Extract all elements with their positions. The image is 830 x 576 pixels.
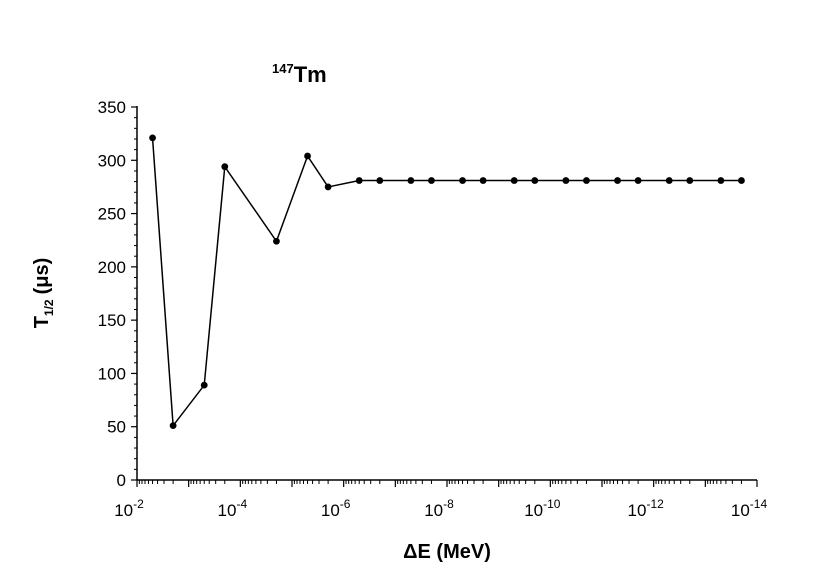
x-tick-label: 10-8 [424, 497, 454, 520]
series-line [151, 137, 742, 428]
data-point [510, 177, 518, 184]
data-point [665, 177, 673, 184]
y-tick-label: 50 [107, 418, 126, 437]
y-axis-title-main: T [31, 316, 53, 328]
data-point [428, 177, 435, 184]
data-point [479, 177, 487, 184]
x-tick-label: 10-10 [524, 497, 561, 520]
data-point [200, 381, 208, 389]
y-tick-label: 100 [98, 364, 126, 383]
y-ticks: 0 50 100 150 200 250 300 350 [98, 98, 137, 490]
data-point [686, 177, 694, 184]
data-point [614, 177, 621, 184]
chart-title: 147Tm [272, 61, 327, 87]
data-point [304, 152, 311, 160]
y-tick-label: 250 [98, 205, 126, 224]
x-ticks: 10-2 10-4 10-6 10-8 10-10 10-12 10-14 [114, 480, 767, 520]
svg-text:T1/2(μs): T1/2 (μs) [31, 258, 56, 329]
data-point [221, 163, 229, 171]
data-point [531, 177, 539, 184]
data-point [634, 177, 642, 184]
data-point [583, 177, 590, 184]
data-point [717, 177, 725, 184]
x-tick-label: 10-2 [114, 497, 144, 520]
y-axis-title: T1/2 (μs) [31, 258, 56, 329]
data-point [169, 422, 177, 430]
title-main: Tm [294, 62, 327, 87]
data-point [459, 177, 466, 184]
y-tick-label: 150 [98, 311, 126, 330]
y-axis-title-subscript: 1/2 [42, 299, 56, 316]
data-point [273, 237, 280, 245]
y-tick-label: 200 [98, 258, 126, 277]
axes [136, 106, 757, 481]
y-axis-title-unit: (μs) [31, 258, 53, 295]
x-tick-label: 10-6 [321, 497, 351, 520]
data-point [324, 183, 332, 191]
data-point [562, 177, 570, 184]
series-layer [149, 134, 745, 430]
data-point [407, 177, 415, 184]
y-tick-label: 0 [117, 471, 126, 490]
data-point [738, 177, 745, 184]
data-point [376, 177, 384, 184]
title-superscript: 147 [272, 61, 294, 76]
y-tick-label: 350 [98, 98, 126, 117]
x-axis-title: ΔE (MeV) [403, 541, 491, 563]
data-point [149, 134, 156, 142]
data-point [355, 177, 363, 184]
x-tick-label: 10-12 [628, 497, 665, 520]
x-tick-label: 10-14 [731, 497, 768, 520]
x-tick-label: 10-4 [218, 497, 248, 520]
y-tick-label: 300 [98, 151, 126, 170]
